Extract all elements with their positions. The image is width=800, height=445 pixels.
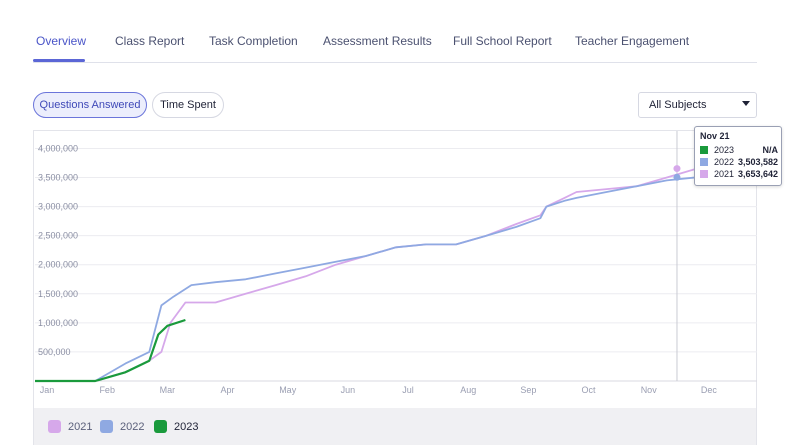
tooltip-row-2023: 2023 N/A [700,144,778,155]
chevron-down-icon [742,101,750,106]
tooltip-row-2021: 2021 3,653,642 [700,168,778,179]
chart-frame [33,130,757,445]
tooltip-swatch-2022 [700,157,708,166]
tooltip-title: Nov 21 [700,131,730,141]
y-tick-label: 3,500,000 [38,173,78,183]
tooltip-row-2022: 2022 3,503,582 [700,156,778,167]
hover-marker-2022 [673,173,681,181]
x-tick-label: May [279,385,297,395]
tooltip-year: 2023 [714,144,735,155]
series-line-2021 [35,159,728,382]
x-tick-label: Jan [40,385,55,395]
y-tick-label: 500,000 [38,347,71,357]
legend-swatch-2023 [154,420,167,433]
y-tick-label: 4,000,000 [38,143,78,153]
legend-label-2022: 2022 [120,420,145,433]
tab-full-school-report[interactable]: Full School Report [453,34,552,48]
questions-answered-toggle[interactable]: Questions Answered [33,92,147,118]
subject-select-value: All Subjects [649,99,707,111]
x-tick-label: Dec [701,385,718,395]
x-tick-label: Apr [221,385,235,395]
time-spent-toggle[interactable]: Time Spent [152,92,224,118]
tab-task-completion[interactable]: Task Completion [209,34,298,48]
x-tick-label: Jun [341,385,356,395]
legend-swatch-2022 [100,420,113,433]
report-tabs: Overview Class Report Task Completion As… [33,0,757,63]
tab-teacher-engagement[interactable]: Teacher Engagement [575,34,690,48]
series-line-2023 [35,318,186,383]
chart-legend: 2021 2022 2023 [34,408,756,445]
legend-item-2023[interactable]: 2023 [154,420,198,433]
y-tick-label: 2,500,000 [38,231,78,241]
legend-label-2023: 2023 [174,420,199,433]
x-tick-label: Aug [460,385,476,395]
tooltip-year: 2021 [714,168,735,179]
x-tick-label: Mar [160,385,176,395]
tooltip-year: 2022 [714,156,735,167]
tab-assessment-results[interactable]: Assessment Results [323,34,432,48]
active-tab-indicator [33,59,85,62]
tab-class-report[interactable]: Class Report [115,34,185,48]
x-tick-label: Feb [99,385,115,395]
tooltip-swatch-2021 [700,169,708,178]
chart-tooltip: Nov 21 2023 N/A 2022 3,503,582 2021 3,65… [694,126,782,186]
legend-item-2022[interactable]: 2022 [100,420,144,433]
tooltip-value: 3,503,582 [737,156,778,167]
tooltip-swatch-2023 [700,145,708,154]
hover-marker-2021 [673,165,681,173]
legend-item-2021[interactable]: 2021 [48,420,92,433]
subject-select[interactable]: All Subjects [638,92,757,118]
tooltip-value: 3,653,642 [737,168,778,179]
x-tick-label: Sep [520,385,536,395]
y-tick-label: 1,500,000 [38,289,78,299]
x-tick-label: Nov [641,385,658,395]
tab-overview[interactable]: Overview [36,34,87,48]
tooltip-value: N/A [762,144,779,155]
y-tick-label: 3,000,000 [38,202,78,212]
legend-label-2021: 2021 [68,420,93,433]
legend-swatch-2021 [48,420,61,433]
series-line-2022 [35,167,728,382]
x-tick-label: Jul [402,385,414,395]
y-tick-label: 2,000,000 [38,260,78,270]
x-tick-label: Oct [582,385,597,395]
y-tick-label: 1,000,000 [38,318,78,328]
